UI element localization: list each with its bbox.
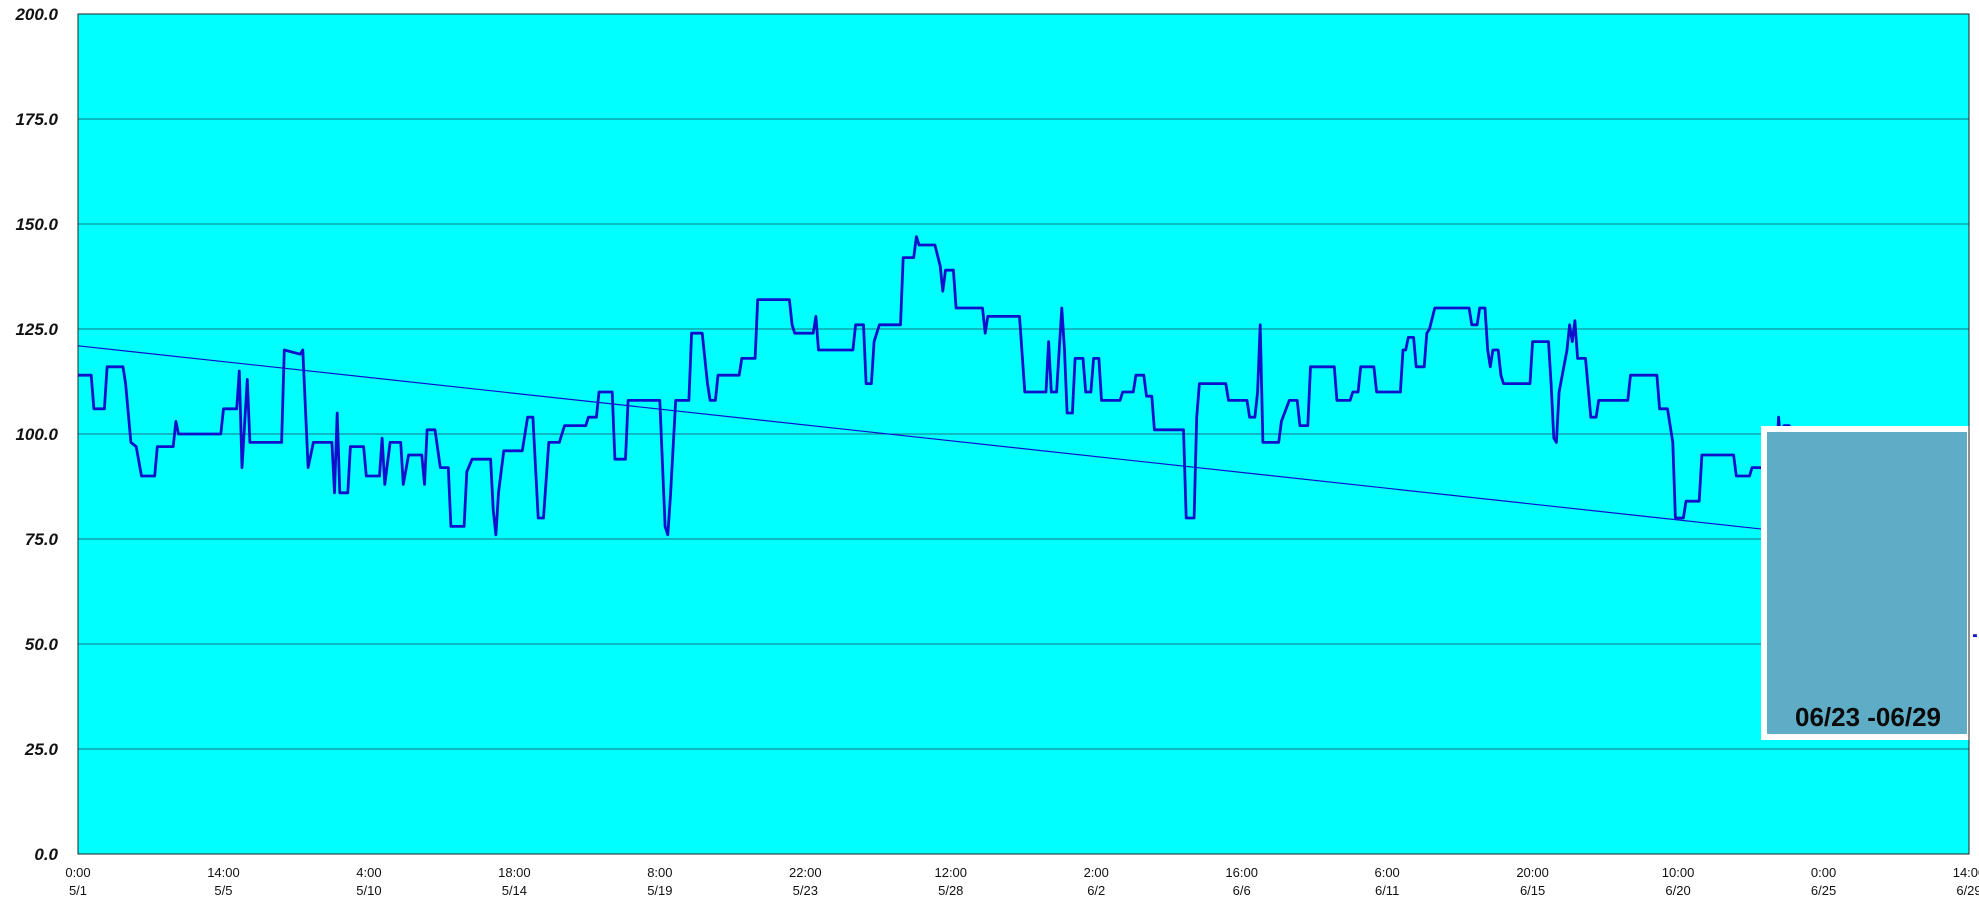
highlight-fill	[1767, 432, 1967, 734]
data-series-line	[78, 235, 1977, 637]
x-tick-time-label: 10:00	[1662, 865, 1695, 880]
y-tick-label: 0.0	[34, 845, 58, 864]
x-tick-date-label: 5/23	[793, 883, 818, 898]
x-tick-date-label: 6/11	[1375, 883, 1399, 898]
x-tick-date-label: 5/10	[356, 883, 381, 898]
x-tick-time-label: 6:00	[1374, 865, 1399, 880]
x-tick-date-label: 5/28	[938, 883, 963, 898]
highlight-label: 06/23 -06/29	[1795, 702, 1941, 732]
y-tick-label: 75.0	[25, 530, 59, 549]
y-tick-label: 25.0	[24, 740, 59, 759]
x-tick-time-label: 14:00	[207, 865, 240, 880]
x-tick-date-label: 6/29	[1956, 883, 1979, 898]
y-tick-label: 125.0	[15, 320, 58, 339]
highlight-box: 06/23 -06/29	[1761, 426, 1973, 740]
plot-border	[77, 13, 1970, 855]
x-tick-time-label: 22:00	[789, 865, 822, 880]
x-tick-time-label: 12:00	[934, 865, 967, 880]
x-tick-time-label: 0:00	[1811, 865, 1836, 880]
x-axis-ticks: 0:00 5/1 14:00 5/5 4:00 5/10 18:00 5/14 8:00 5/19…	[65, 865, 1979, 898]
x-tick-time-label: 18:00	[498, 865, 531, 880]
x-tick-date-label: 5/19	[647, 883, 672, 898]
x-tick-time-label: 8:00	[647, 865, 672, 880]
y-tick-label: 100.0	[15, 425, 58, 444]
x-tick-time-label: 2:00	[1084, 865, 1109, 880]
y-tick-label: 200.0	[14, 5, 58, 24]
x-tick-date-label: 5/14	[502, 883, 527, 898]
gridlines	[78, 118, 1969, 750]
x-tick-date-label: 6/15	[1520, 883, 1545, 898]
x-tick-date-label: 6/25	[1811, 883, 1836, 898]
x-tick-date-label: 6/20	[1665, 883, 1690, 898]
x-tick-time-label: 14:00	[1953, 865, 1979, 880]
x-tick-time-label: 4:00	[356, 865, 381, 880]
y-tick-label: 175.0	[15, 110, 58, 129]
x-tick-time-label: 16:00	[1225, 865, 1258, 880]
y-tick-label: 150.0	[15, 215, 58, 234]
x-tick-time-label: 0:00	[65, 865, 90, 880]
y-axis-ticks: 0.0 25.0 50.0 75.0 100.0 125.0 150.0 175.0 200.0	[14, 5, 58, 864]
trendline	[77, 345, 1970, 553]
x-tick-date-label: 5/5	[214, 883, 232, 898]
x-tick-date-label: 5/1	[69, 883, 87, 898]
x-tick-time-label: 20:00	[1516, 865, 1549, 880]
x-tick-date-label: 6/6	[1233, 883, 1251, 898]
x-tick-date-label: 6/2	[1087, 883, 1105, 898]
y-tick-label: 50.0	[25, 635, 59, 654]
